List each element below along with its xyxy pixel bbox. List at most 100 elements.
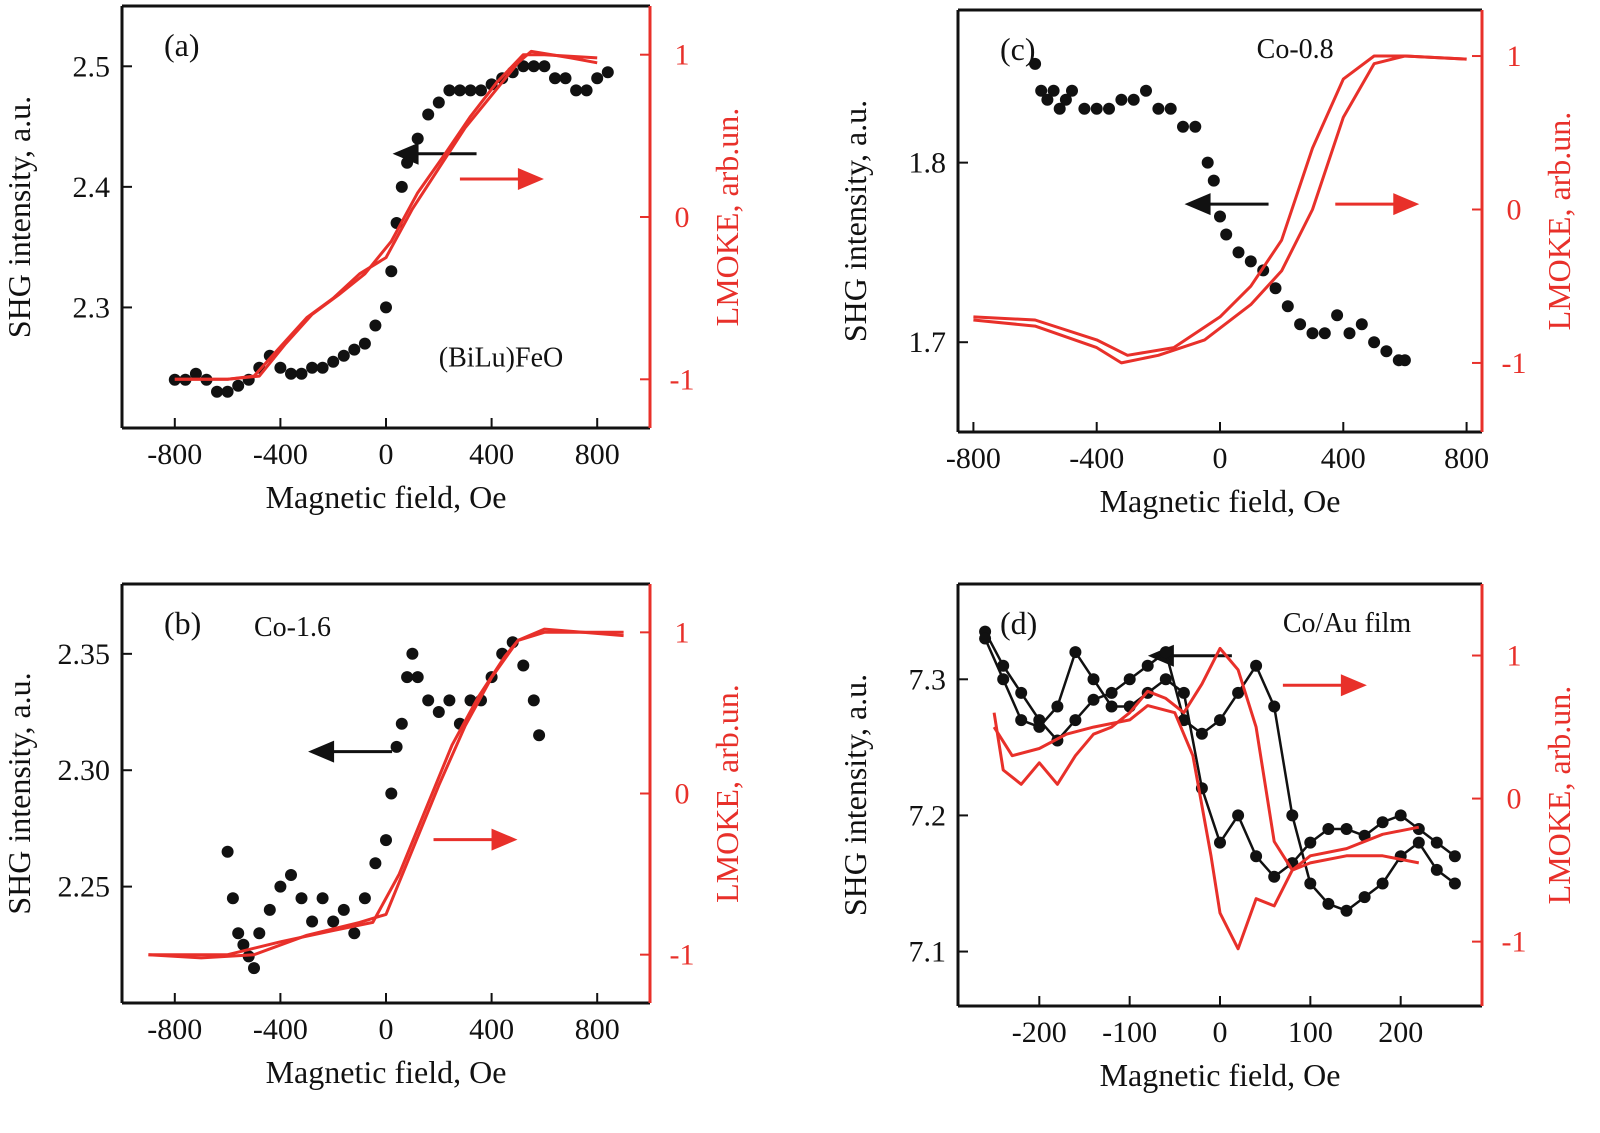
shg-data-point	[1059, 93, 1072, 106]
shg-data-point	[237, 938, 250, 951]
shg-data-point	[1115, 93, 1128, 106]
shg-data-point	[580, 84, 593, 97]
shg-data-point	[1159, 646, 1172, 659]
panel-b: -800 -400 0 400 800 2.25 2.30 2.35 -1 0 1 Magnetic …	[1, 582, 745, 1090]
shg-data-point	[1103, 102, 1115, 115]
shg-data-point	[1412, 823, 1425, 835]
x-tick-label: 100	[1288, 1016, 1333, 1049]
y-axis-label: SHG intensity, a.u.	[1, 672, 37, 914]
y-axis-label: SHG intensity, a.u.	[1, 96, 37, 338]
shg-data-point	[432, 706, 445, 718]
shg-data-point	[1177, 714, 1190, 727]
shg-data-point	[327, 915, 340, 928]
shg-data-point	[1078, 102, 1091, 115]
right-arrow-head	[1393, 193, 1420, 216]
y2-tick-label: 1	[675, 39, 690, 72]
shg-data-point	[1343, 327, 1356, 340]
lmoke-loop-line	[148, 627, 624, 960]
shg-data-point	[1152, 102, 1165, 115]
shg-data-point	[248, 962, 260, 975]
shg-data-point	[517, 659, 530, 672]
shg-data-point	[1250, 850, 1263, 863]
shg-data-point	[1331, 309, 1344, 322]
shg-data-point	[1232, 809, 1245, 822]
shg-data-point	[285, 367, 297, 380]
y2-axis-label: LMOKE, arb.un.	[709, 684, 745, 903]
y2-tick-label: -1	[1502, 926, 1527, 959]
lmoke-loop-line	[992, 704, 1420, 951]
shg-data-point	[1232, 686, 1245, 699]
y-tick-label: 1.8	[909, 147, 947, 180]
y2-tick-label: 1	[675, 616, 690, 649]
shg-data-point	[443, 84, 456, 97]
x-tick-label: 400	[1321, 442, 1366, 475]
shg-data-point	[1105, 700, 1118, 713]
shg-data-point	[285, 869, 297, 881]
right-arrow-head	[1340, 674, 1367, 697]
shg-data-point	[997, 673, 1010, 686]
shg-data-point	[337, 903, 350, 916]
y-tick-label: 2.35	[58, 638, 111, 671]
x-axis-label: Magnetic field, Oe	[266, 479, 507, 515]
x-tick-label: 0	[1213, 1016, 1228, 1049]
shg-data-point	[443, 694, 456, 707]
shg-data-point	[1412, 836, 1425, 849]
shg-data-point	[1164, 102, 1177, 115]
shg-data-point	[1304, 877, 1317, 890]
shg-data-point	[395, 717, 408, 730]
x-tick-label: -400	[253, 438, 308, 471]
shg-data-point	[517, 60, 530, 73]
shg-data-point	[221, 385, 234, 398]
shg-data-point	[475, 84, 487, 97]
shg-data-point	[1214, 210, 1226, 223]
y-tick-label: 2.3	[73, 291, 111, 324]
shg-data-point	[337, 349, 350, 362]
shg-data-point	[1015, 686, 1028, 699]
y-tick-label: 7.1	[909, 936, 947, 969]
y2-tick-label: 0	[675, 201, 690, 234]
shg-data-point	[1029, 57, 1042, 70]
x-tick-label: -400	[253, 1013, 308, 1046]
shg-data-point	[1322, 897, 1335, 910]
x-tick-label: 400	[469, 438, 514, 471]
y2-tick-label: -1	[1502, 347, 1527, 380]
shg-data-point	[1318, 327, 1331, 340]
shg-data-point	[527, 694, 540, 707]
shg-data-point	[369, 857, 382, 870]
shg-data-point	[221, 845, 234, 858]
y-axis-label: SHG intensity, a.u.	[837, 674, 873, 916]
x-tick-label: -800	[147, 1013, 202, 1046]
shg-data-point	[348, 927, 361, 940]
shg-data-point	[327, 355, 340, 368]
x-tick-label: 0	[1213, 442, 1228, 475]
panel-label: (b)	[164, 605, 201, 641]
x-axis-label: Magnetic field, Oe	[1100, 1057, 1341, 1093]
shg-data-point	[390, 740, 403, 753]
shg-data-point	[1340, 823, 1353, 835]
shg-data-point	[1268, 700, 1281, 713]
shg-data-point	[1207, 174, 1220, 187]
shg-data-point	[401, 156, 414, 169]
lmoke-loop-line	[973, 54, 1467, 365]
shg-data-point	[1376, 816, 1389, 829]
shg-data-point	[1177, 686, 1190, 699]
shg-data-point	[1047, 84, 1060, 97]
x-tick-label: 800	[1444, 442, 1489, 475]
shg-data-point	[979, 632, 992, 645]
shg-data-point	[1306, 327, 1319, 340]
shg-data-point	[1127, 93, 1140, 106]
x-tick-label: 800	[575, 438, 620, 471]
shg-data-point	[1394, 809, 1407, 822]
shg-data-point	[533, 729, 546, 742]
shg-data-point	[406, 647, 419, 660]
shg-line	[983, 631, 1456, 912]
shg-data-point	[380, 301, 392, 314]
shg-data-point	[385, 265, 398, 278]
y2-tick-label: 0	[675, 778, 690, 811]
shg-data-point	[1105, 686, 1118, 699]
y-tick-label: 2.30	[58, 754, 111, 787]
shg-data-point	[295, 367, 308, 380]
shg-data-point	[1189, 120, 1202, 133]
shg-data-point	[395, 180, 408, 193]
